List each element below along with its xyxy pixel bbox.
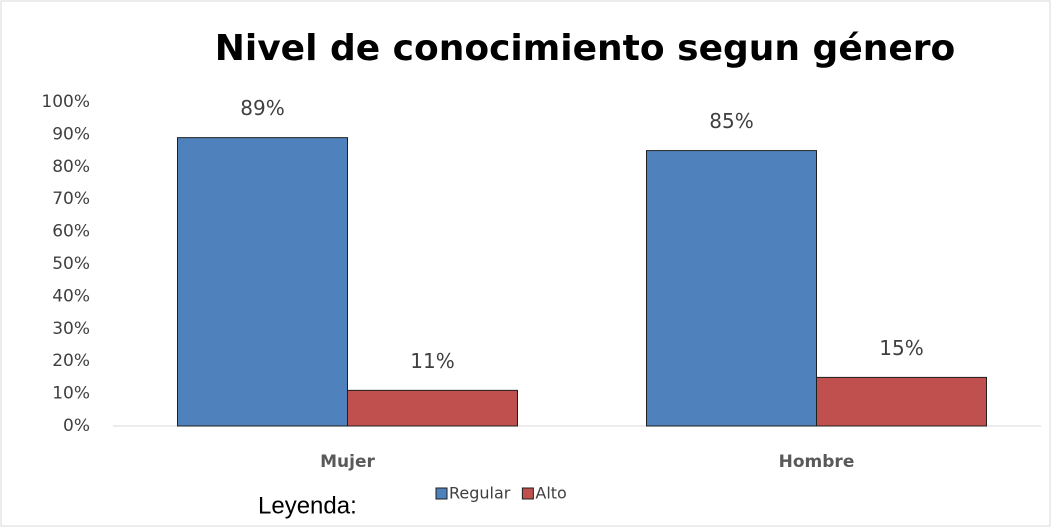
legend-swatch <box>521 487 534 500</box>
chart-title: Nivel de conocimiento segun género <box>215 28 956 69</box>
bar <box>646 150 817 427</box>
y-tick-label: 20% <box>52 351 90 371</box>
legend-label: Alto <box>535 484 566 503</box>
x-tick-label: Hombre <box>779 452 855 472</box>
y-tick-label: 70% <box>52 189 90 209</box>
legend-swatch <box>435 487 448 500</box>
bar <box>177 137 348 427</box>
y-tick-label: 90% <box>52 124 90 144</box>
y-tick-label: 0% <box>63 416 90 436</box>
bar <box>816 376 987 427</box>
legend-label: Regular <box>449 484 511 503</box>
data-label: 11% <box>410 349 454 373</box>
legend-title: Leyenda: <box>258 492 357 519</box>
y-tick-label: 60% <box>52 222 90 242</box>
y-tick-label: 30% <box>52 319 90 339</box>
data-label: 85% <box>709 109 753 133</box>
y-tick-label: 50% <box>52 254 90 274</box>
y-tick-label: 100% <box>41 92 90 112</box>
y-tick-label: 40% <box>52 286 90 306</box>
y-tick-label: 80% <box>52 157 90 177</box>
x-tick-label: Mujer <box>320 452 375 472</box>
y-tick-label: 10% <box>52 384 90 404</box>
data-label: 15% <box>879 336 923 360</box>
bar <box>347 389 518 427</box>
data-label: 89% <box>240 96 284 120</box>
